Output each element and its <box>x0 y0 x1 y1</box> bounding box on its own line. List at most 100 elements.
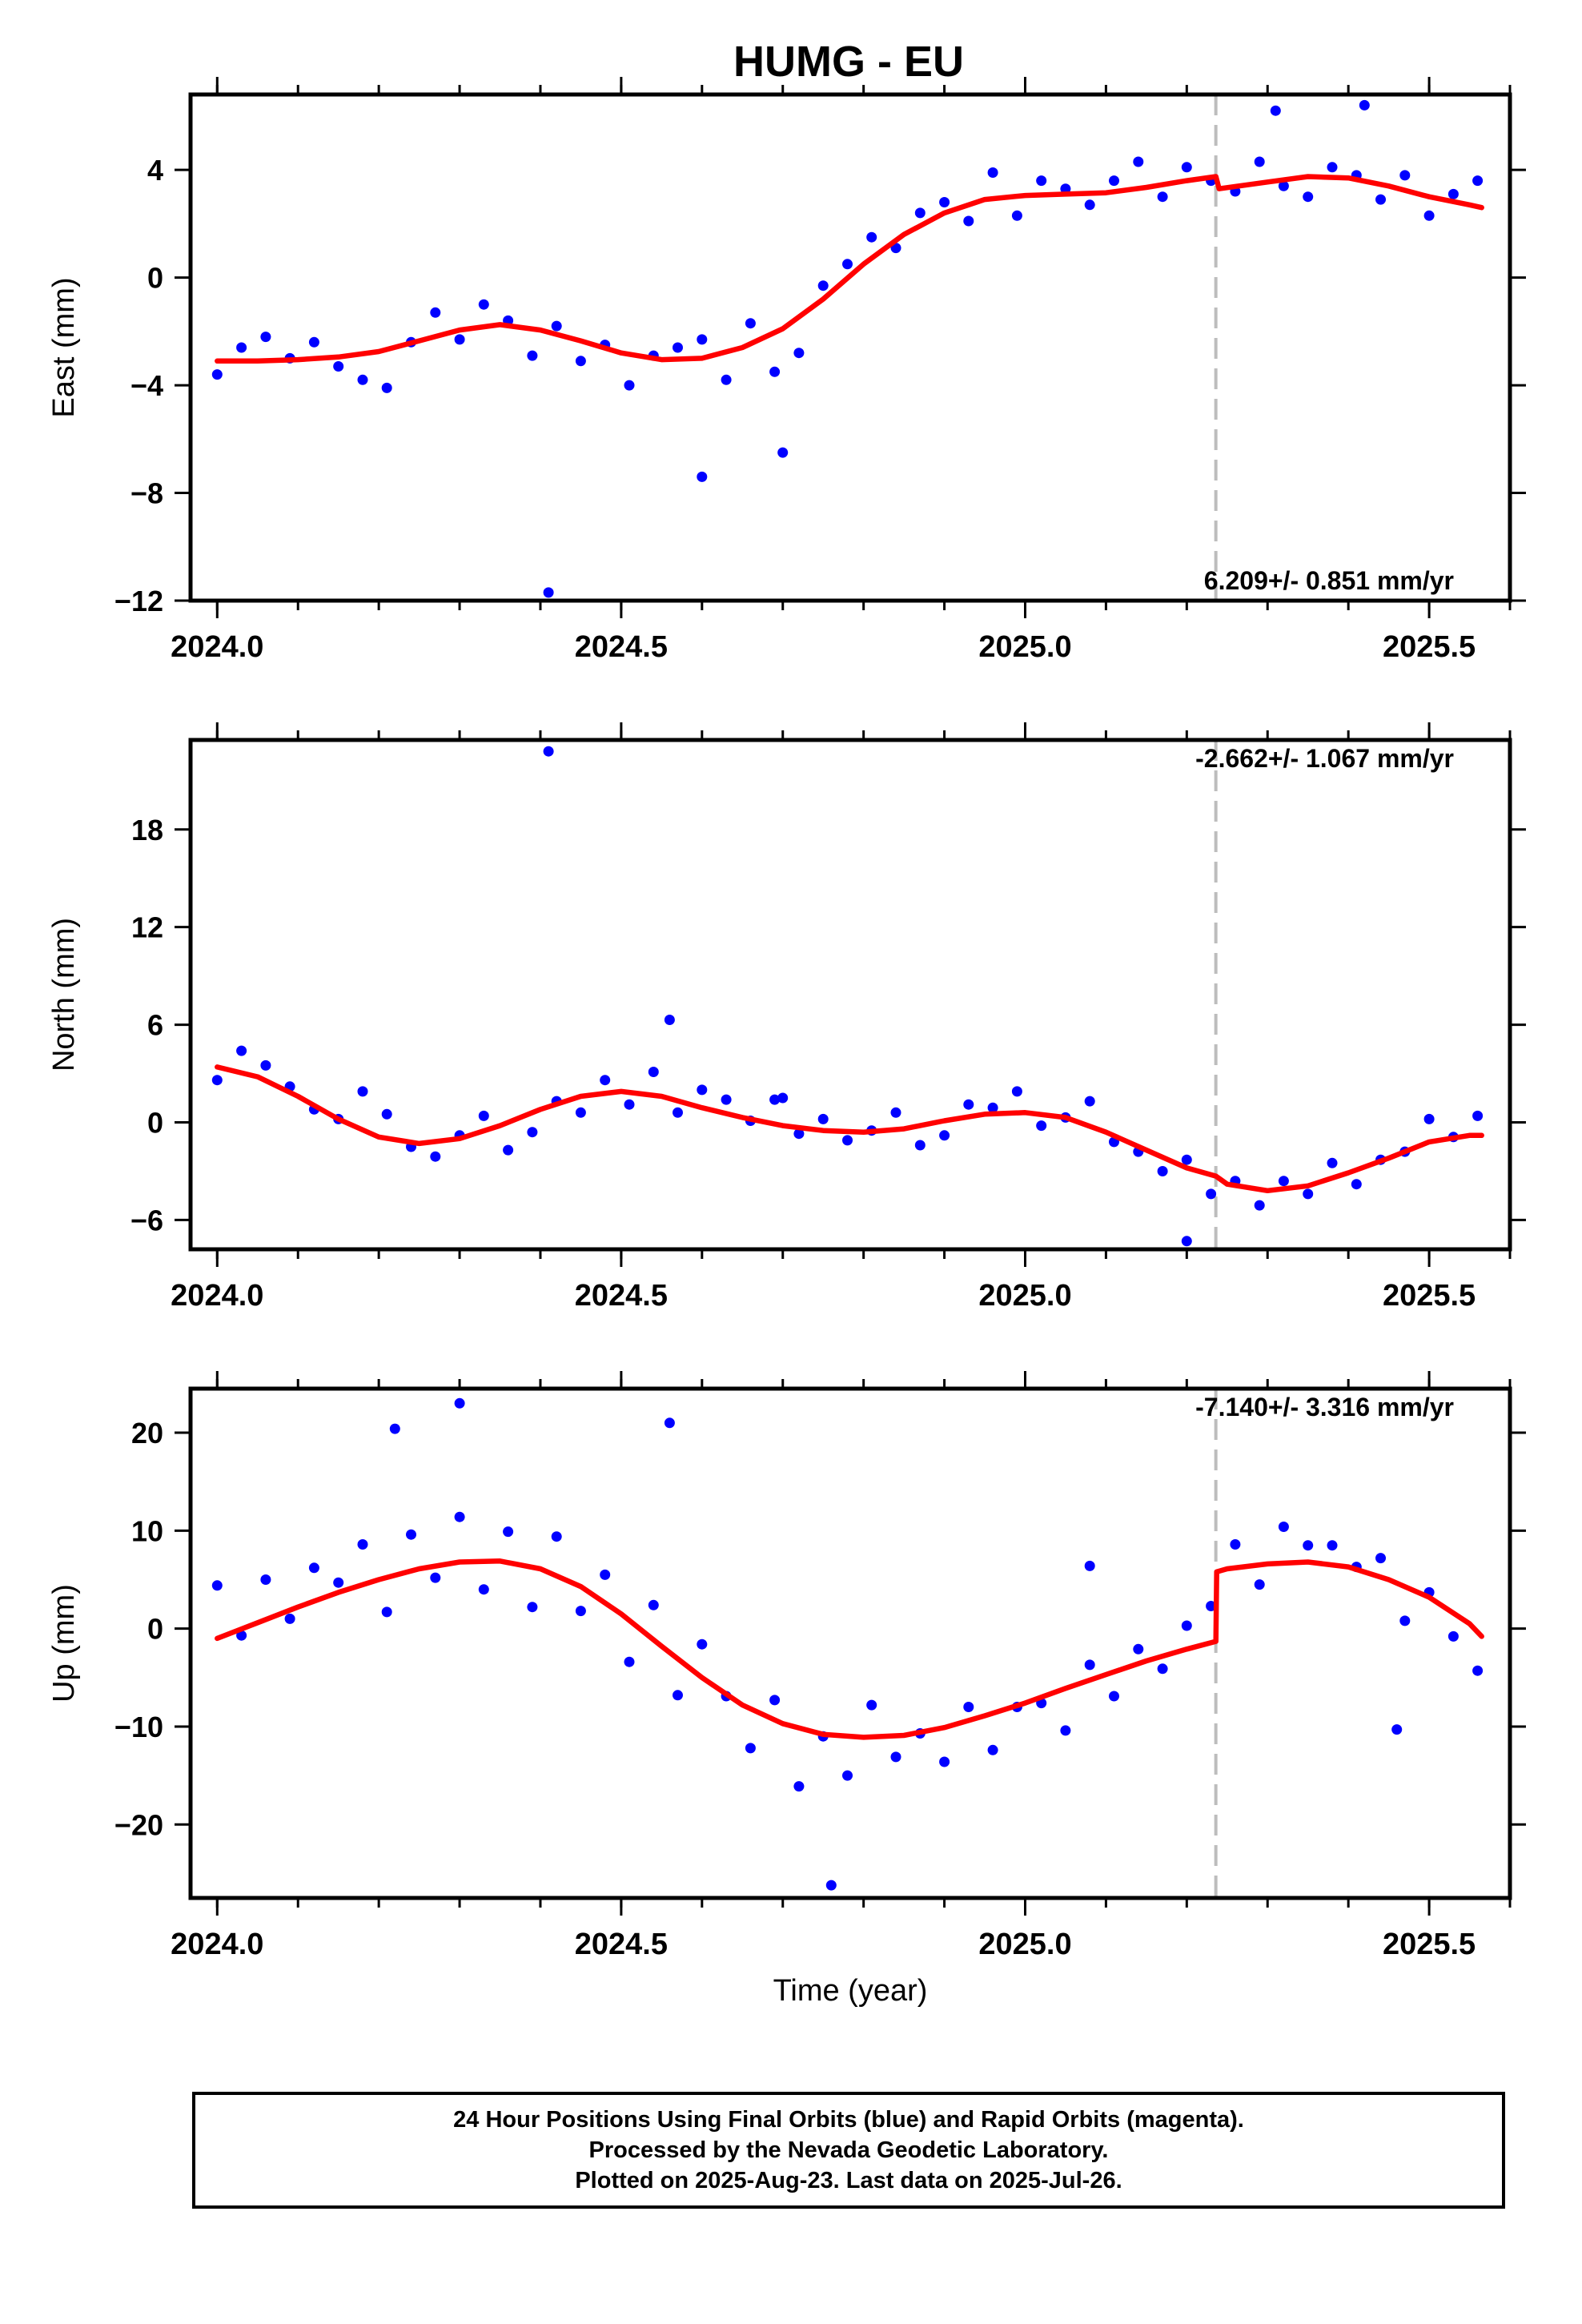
data-point <box>842 259 853 270</box>
data-point <box>648 1067 659 1077</box>
outlier-point <box>543 587 554 598</box>
data-point <box>1327 1540 1338 1551</box>
data-point <box>575 1606 586 1617</box>
data-point <box>1447 188 1459 199</box>
y-tick-label: −10 <box>114 1711 163 1743</box>
data-point <box>1181 1154 1192 1165</box>
plot-frame <box>188 1386 1512 1900</box>
outlier-point <box>454 1397 465 1409</box>
data-point <box>914 207 926 219</box>
data-point <box>1472 1110 1484 1121</box>
data-point <box>697 1084 708 1096</box>
data-point <box>1254 156 1265 167</box>
data-point <box>308 336 319 348</box>
model-fit-line <box>215 1064 1484 1194</box>
y-tick-label: 12 <box>131 911 163 944</box>
data-point <box>697 1638 708 1650</box>
data-point <box>963 1099 974 1110</box>
data-point <box>1278 1176 1289 1187</box>
data-point <box>236 1630 247 1641</box>
data-point <box>1375 194 1386 205</box>
data-point <box>721 374 732 385</box>
data-point <box>600 1569 611 1580</box>
data-point <box>211 1580 223 1591</box>
x-tick-label: 2024.0 <box>171 630 263 664</box>
x-tick-label: 2024.5 <box>575 630 668 664</box>
data-point <box>1303 1188 1314 1200</box>
y-axis-label: North (mm) <box>47 918 81 1072</box>
x-tick-label: 2025.5 <box>1383 1928 1476 1961</box>
data-point <box>1181 1620 1192 1631</box>
footer-line-3: Plotted on 2025-Aug-23. Last data on 202… <box>575 2168 1122 2193</box>
data-point <box>1472 1665 1484 1676</box>
data-point <box>1084 1659 1095 1671</box>
data-point <box>793 348 805 359</box>
data-point <box>260 332 271 343</box>
footer-box: 24 Hour Positions Using Final Orbits (bl… <box>192 2092 1505 2209</box>
y-tick-label: 18 <box>131 814 163 846</box>
y-tick-label: 0 <box>147 1613 163 1646</box>
data-point <box>1206 1188 1217 1200</box>
data-point <box>454 1511 465 1522</box>
outlier-point <box>543 746 554 757</box>
x-tick-label: 2024.5 <box>575 1279 668 1313</box>
x-tick-label: 2025.0 <box>978 1279 1071 1313</box>
outlier-point <box>777 1092 789 1104</box>
data-point <box>527 350 538 361</box>
x-tick-label: 2025.5 <box>1383 1279 1476 1313</box>
figure-title: HUMG - EU <box>733 38 964 86</box>
rate-label: -7.140+/- 3.316 mm/yr <box>1195 1393 1454 1421</box>
outlier-point <box>777 447 789 458</box>
data-point <box>1399 1615 1411 1626</box>
data-point <box>1181 162 1192 173</box>
outlier-point <box>1084 1560 1095 1571</box>
data-point <box>381 1108 392 1120</box>
outlier-point <box>389 1423 400 1434</box>
data-point <box>357 1086 368 1097</box>
data-point <box>260 1059 271 1071</box>
rate-label: -2.662+/- 1.067 mm/yr <box>1195 744 1454 773</box>
footer-line-1: 24 Hour Positions Using Final Orbits (bl… <box>453 2107 1244 2133</box>
data-point <box>1206 1601 1217 1611</box>
plot-frame <box>188 738 1512 1252</box>
data-point <box>1060 183 1071 195</box>
data-point <box>333 361 344 372</box>
data-point <box>1084 199 1095 211</box>
data-point <box>454 334 465 345</box>
data-point <box>503 1526 514 1538</box>
data-point <box>890 1107 901 1118</box>
data-point <box>673 1690 683 1701</box>
x-tick-label: 2024.5 <box>575 1928 668 1961</box>
data-point <box>1133 156 1144 167</box>
y-tick-label: −12 <box>114 585 163 617</box>
data-point <box>1157 1663 1168 1675</box>
data-point <box>1109 175 1119 187</box>
data-point <box>866 1699 877 1711</box>
data-point <box>381 1606 392 1618</box>
model-fit-line <box>215 174 1484 364</box>
data-point <box>1157 191 1168 203</box>
outlier-point <box>697 471 708 482</box>
up-panel: 2024.0 2024.5 2025.0 2025.5 20 10 0 −10 −20 Up (m… <box>47 1371 1526 2008</box>
y-tick-label: 6 <box>147 1009 163 1042</box>
data-point <box>430 1151 441 1162</box>
data-point <box>1011 1086 1022 1097</box>
y-tick-label: −4 <box>130 369 163 402</box>
data-point <box>1278 1522 1289 1532</box>
data-point <box>1084 1096 1095 1107</box>
y-tick-label: 0 <box>147 262 163 295</box>
outlier-point <box>664 1417 675 1429</box>
data-point <box>745 1743 756 1754</box>
y-tick-label: 20 <box>131 1417 163 1449</box>
data-point <box>600 1075 611 1086</box>
data-point <box>673 342 683 353</box>
data-point <box>963 215 974 227</box>
y-tick-label: 10 <box>131 1514 163 1547</box>
y-tick-label: −6 <box>130 1204 163 1236</box>
plot-area <box>211 1397 1484 1891</box>
data-point <box>430 307 441 318</box>
data-point <box>793 1128 805 1140</box>
data-point <box>381 382 392 393</box>
data-point <box>1133 1643 1144 1655</box>
